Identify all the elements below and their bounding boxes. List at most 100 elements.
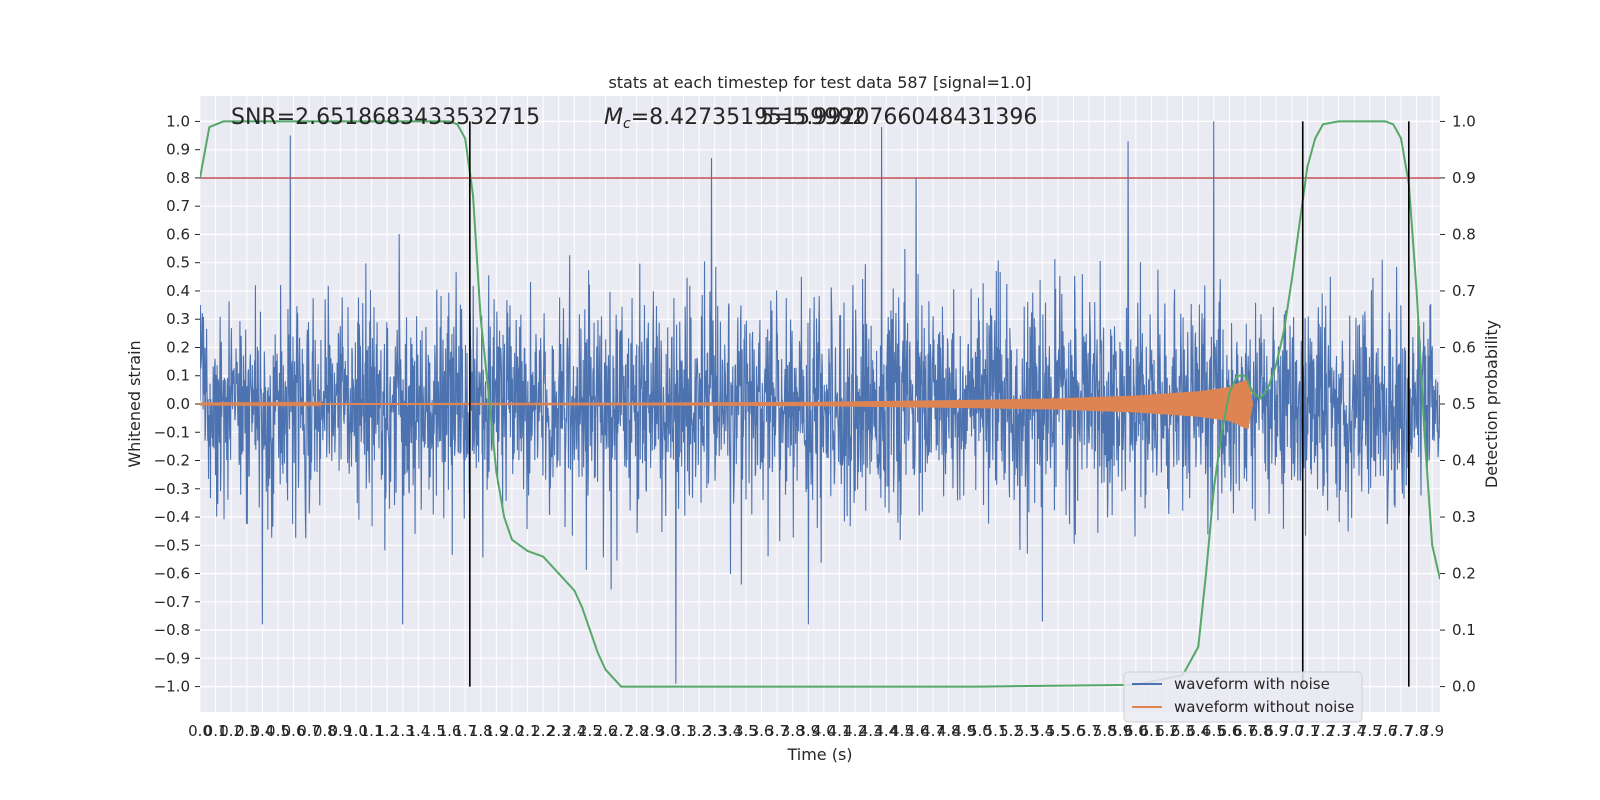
x-tick-label: 6.5 <box>1202 722 1226 740</box>
x-tick-label: 4.5 <box>890 722 914 740</box>
clean-line <box>200 378 1254 430</box>
overlap-annotation: 5=5.9920766048431396 <box>760 105 1037 130</box>
x-tick-label: 0.2 <box>219 722 243 740</box>
y2-tick-label: 0.1 <box>1452 621 1476 639</box>
x-tick-label: 1.9 <box>484 722 508 740</box>
x-tick-label: 1.1 <box>360 722 384 740</box>
x-tick-label: 0.5 <box>266 722 290 740</box>
y-tick-label: −0.1 <box>154 423 190 441</box>
x-tick-label: 7.9 <box>1420 722 1444 740</box>
y-tick-label: 0.4 <box>166 282 190 300</box>
x-tick-label: 4.0 <box>812 722 836 740</box>
y-axis-label: Whitened strain <box>125 340 144 467</box>
x-tick-label: 5.9 <box>1108 722 1132 740</box>
x-tick-label: 1.8 <box>469 722 493 740</box>
x-tick-label: 7.4 <box>1342 722 1366 740</box>
y-tick-label: −0.5 <box>154 536 190 554</box>
x-tick-label: 1.4 <box>406 722 430 740</box>
y-tick-label: −0.2 <box>154 452 190 470</box>
x-tick-label: 6.9 <box>1264 722 1288 740</box>
x-tick-label: 2.9 <box>640 722 664 740</box>
x-tick-label: 4.1 <box>828 722 852 740</box>
y2-tick-label: 1.0 <box>1452 112 1476 130</box>
x-tick-label: 0.4 <box>250 722 274 740</box>
x-tick-label: 7.1 <box>1295 722 1319 740</box>
y-tick-label: 0.0 <box>166 395 190 413</box>
y2-ticks: 0.0 0.1 0.2 0.3 0.4 0.5 0.6 0.7 0.8 0.9 1.0 <box>1440 112 1476 696</box>
y2-tick-label: 0.0 <box>1452 678 1476 696</box>
x-tick-label: 5.2 <box>999 722 1023 740</box>
legend-entry-clean: waveform without noise <box>1174 698 1354 716</box>
x-tick-label: 4.8 <box>937 722 961 740</box>
x-tick-label: 7.0 <box>1280 722 1304 740</box>
y-tick-label: 0.3 <box>166 310 190 328</box>
x-tick-label: 1.0 <box>344 722 368 740</box>
x-tick-label: 0.1 <box>204 722 228 740</box>
clean-series <box>200 378 1254 430</box>
x-tick-label: 4.9 <box>952 722 976 740</box>
mc-subscript: c <box>623 116 631 132</box>
x-tick-label: 7.5 <box>1358 722 1382 740</box>
x-tick-label: 1.7 <box>453 722 477 740</box>
x-tick-label: 2.5 <box>578 722 602 740</box>
y-tick-label: 0.5 <box>166 254 190 272</box>
y-tick-label: 0.2 <box>166 338 190 356</box>
x-tick-label: 4.2 <box>843 722 867 740</box>
x-tick-label: 2.0 <box>500 722 524 740</box>
x-tick-label: 3.9 <box>796 722 820 740</box>
x-tick-label: 6.0 <box>1124 722 1148 740</box>
x-tick-label: 3.4 <box>718 722 742 740</box>
y2-tick-label: 0.7 <box>1452 282 1476 300</box>
y2-tick-label: 0.3 <box>1452 508 1476 526</box>
x-tick-label: 3.3 <box>703 722 727 740</box>
x-tick-label: 3.7 <box>765 722 789 740</box>
y2-tick-label: 0.9 <box>1452 169 1476 187</box>
x-tick-label: 4.7 <box>921 722 945 740</box>
y2-tick-label: 0.4 <box>1452 452 1476 470</box>
x-tick-label: 6.2 <box>1155 722 1179 740</box>
y-tick-label: −0.8 <box>154 621 190 639</box>
x-tick-label: 0.3 <box>235 722 259 740</box>
x-axis-label: Time (s) <box>786 745 852 764</box>
x-tick-label: 5.8 <box>1093 722 1117 740</box>
x-tick-label: 1.2 <box>375 722 399 740</box>
y-tick-label: −0.9 <box>154 649 190 667</box>
y-tick-label: 0.9 <box>166 141 190 159</box>
x-tick-label: 4.3 <box>859 722 883 740</box>
x-tick-label: 5.4 <box>1030 722 1054 740</box>
y-tick-label: 0.1 <box>166 367 190 385</box>
x-tick-label: 7.3 <box>1327 722 1351 740</box>
x-tick-label: 0.0 <box>188 722 212 740</box>
x-tick-label: 7.6 <box>1373 722 1397 740</box>
noise-line <box>200 121 1440 684</box>
x-tick-label: 3.1 <box>672 722 696 740</box>
y2-tick-label: 0.6 <box>1452 338 1476 356</box>
y-tick-label: −0.6 <box>154 565 190 583</box>
x-ticks: 0.00.10.20.30.40.50.60.70.80.91.01.11.21… <box>188 722 1444 740</box>
x-tick-label: 1.6 <box>438 722 462 740</box>
legend: waveform with noise waveform without noi… <box>1123 671 1363 723</box>
y-tick-label: 0.6 <box>166 225 190 243</box>
legend-box <box>1123 671 1363 723</box>
x-tick-label: 0.9 <box>328 722 352 740</box>
y-tick-label: 0.8 <box>166 169 190 187</box>
x-tick-label: 3.5 <box>734 722 758 740</box>
x-tick-label: 5.6 <box>1062 722 1086 740</box>
x-tick-label: 4.4 <box>874 722 898 740</box>
x-tick-label: 6.8 <box>1249 722 1273 740</box>
x-tick-label: 6.3 <box>1171 722 1195 740</box>
snr-annotation: SNR=2.6518683433532715 <box>231 105 540 130</box>
x-tick-label: 1.3 <box>391 722 415 740</box>
x-tick-label: 0.8 <box>313 722 337 740</box>
x-tick-label: 5.5 <box>1046 722 1070 740</box>
x-tick-label: 7.8 <box>1405 722 1429 740</box>
x-tick-label: 2.7 <box>609 722 633 740</box>
y-ticks: −1.0 −0.9 −0.8 −0.7 −0.6 −0.5 −0.4 −0.3 −0.2 −0.1… <box>154 112 200 696</box>
x-tick-label: 2.6 <box>594 722 618 740</box>
y2-axis-label: Detection probability <box>1482 320 1501 488</box>
y2-tick-label: 0.5 <box>1452 395 1476 413</box>
x-tick-label: 3.2 <box>687 722 711 740</box>
x-tick-label: 6.1 <box>1140 722 1164 740</box>
legend-entry-noise: waveform with noise <box>1174 675 1330 693</box>
